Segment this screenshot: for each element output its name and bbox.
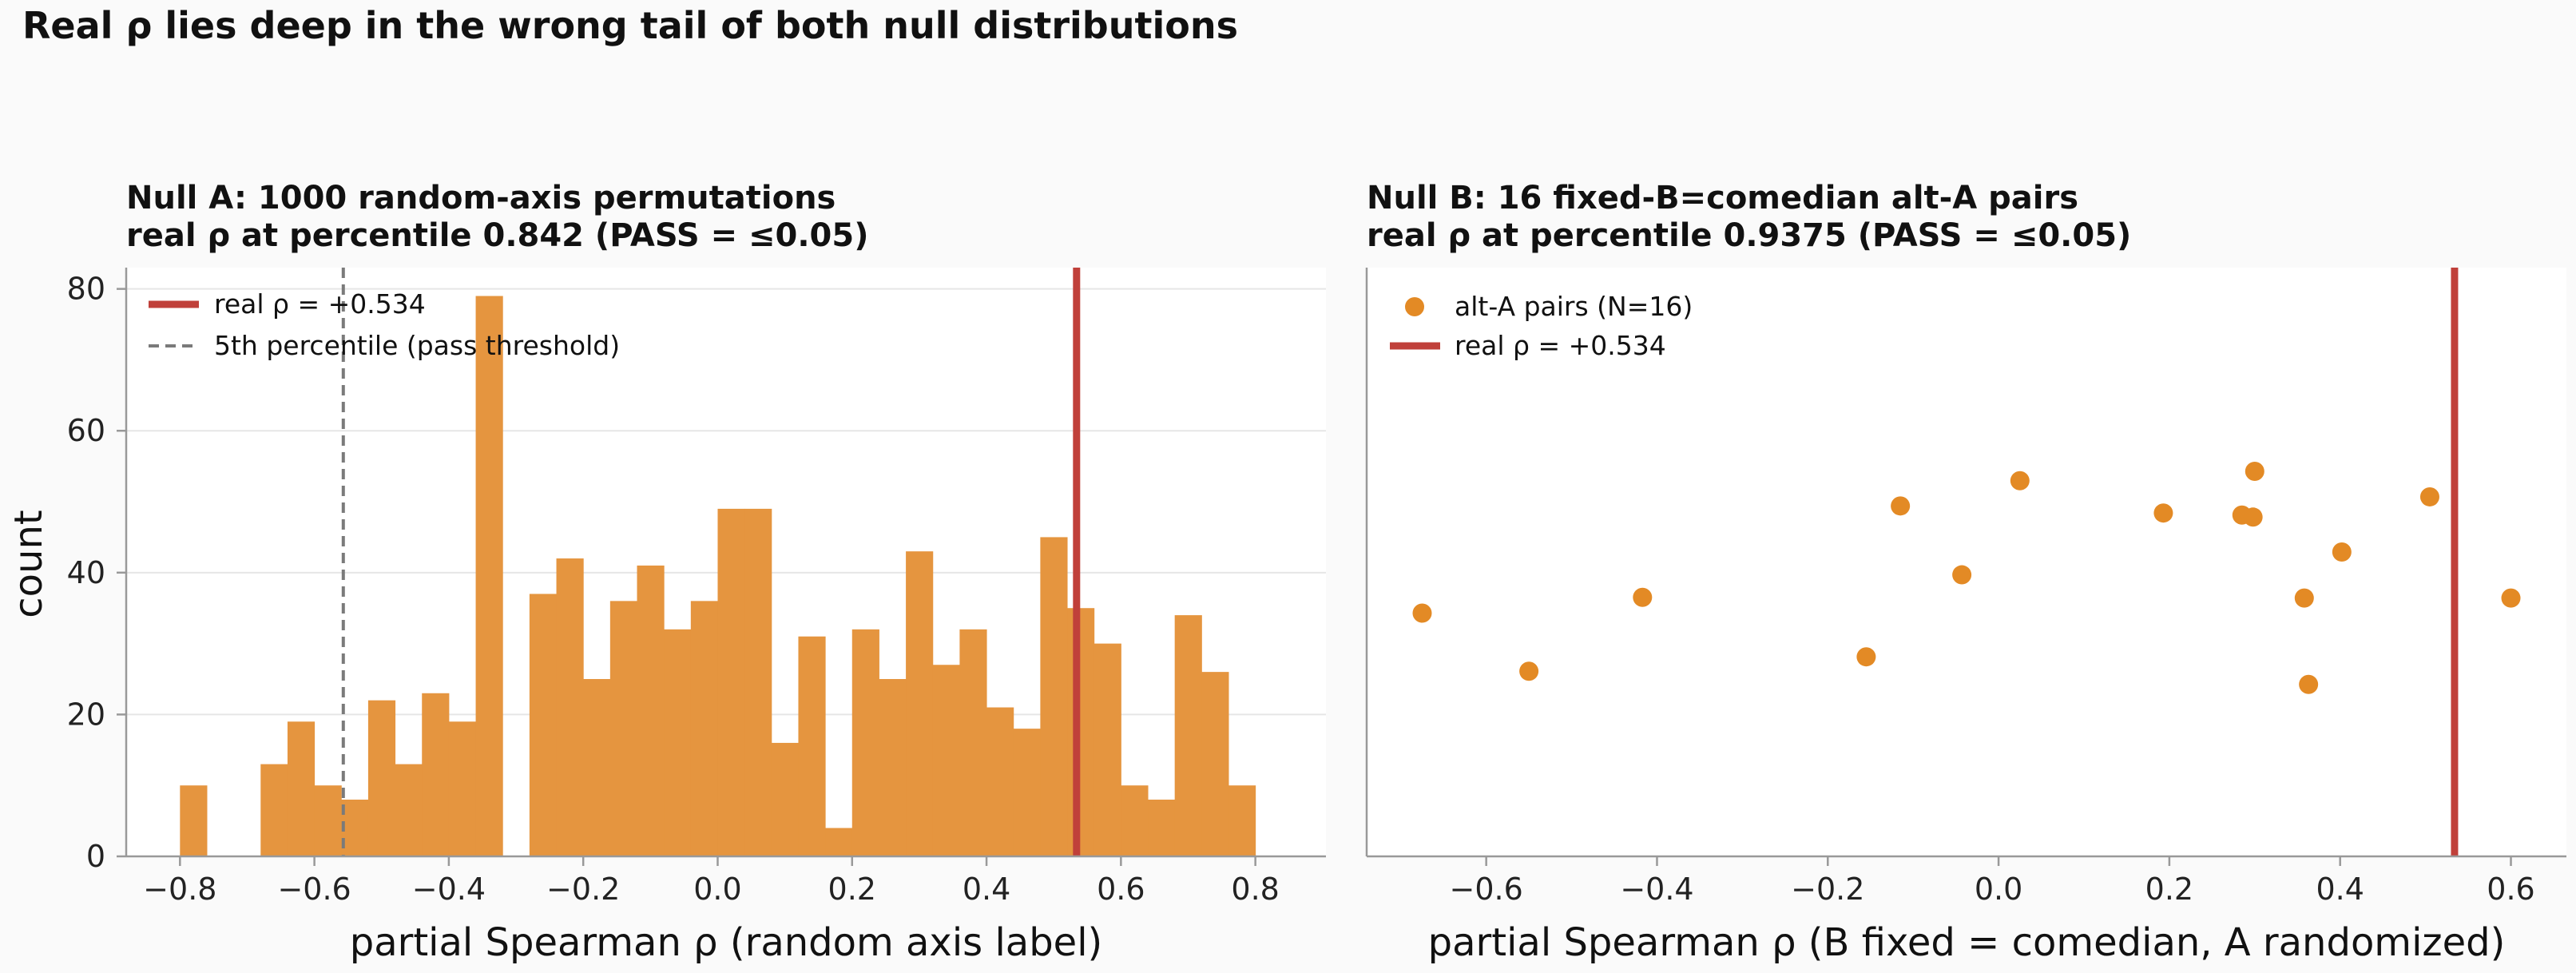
null-b-points — [1412, 462, 2521, 694]
histogram-bar — [395, 764, 423, 856]
null-a-x-axis-label: partial Spearman ρ (random axis label) — [350, 920, 1103, 965]
scatter-point — [1952, 565, 1972, 585]
x-tick-label: 0.2 — [828, 872, 876, 907]
histogram-bar — [1121, 785, 1149, 856]
x-tick-label: 0.4 — [963, 872, 1010, 907]
histogram-bar — [1228, 785, 1256, 856]
histogram-bar — [260, 764, 288, 856]
histogram-bar — [959, 629, 987, 856]
x-tick-label: 0.8 — [1231, 872, 1279, 907]
histogram-bar — [609, 601, 638, 856]
scatter-point — [2153, 503, 2173, 523]
histogram-bar — [1148, 799, 1176, 856]
histogram-bar — [906, 551, 934, 856]
null-a-y-axis-label: count — [6, 510, 51, 618]
histogram-bar — [986, 707, 1014, 856]
null-a-y-ticks: 0 20 40 60 80 — [67, 272, 126, 874]
null-b-legend: alt-A pairs (N=16) real ρ = +0.534 — [1390, 291, 1693, 361]
null-b-scatter-panel: Null B: 16 fixed-B=comedian alt-A pairs … — [1365, 180, 2566, 965]
scatter-point — [1633, 587, 1653, 607]
legend-points-swatch — [1405, 297, 1424, 316]
x-tick-label: 0.6 — [1097, 872, 1145, 907]
y-tick-label: 80 — [67, 272, 105, 307]
null-b-title: Null B: 16 fixed-B=comedian alt-A pairs — [1367, 180, 2078, 216]
null-a-title: Null A: 1000 random-axis permutations — [126, 180, 836, 216]
x-tick-label: 0.0 — [693, 872, 741, 907]
histogram-bar — [798, 636, 826, 856]
null-b-x-axis-label: partial Spearman ρ (B fixed = comedian, … — [1428, 920, 2506, 965]
x-tick-label: 0.4 — [2316, 872, 2364, 907]
scatter-point — [1519, 661, 1539, 681]
scatter-point — [2294, 588, 2314, 608]
histogram-bar — [664, 629, 692, 856]
histogram-bar — [1094, 643, 1121, 856]
null-a-bars — [180, 296, 1256, 856]
histogram-bar — [448, 721, 477, 856]
x-tick-label: −0.6 — [1450, 872, 1523, 907]
x-tick-label: −0.4 — [412, 872, 486, 907]
null-b-plot-area — [1367, 268, 2566, 856]
legend-points-label: alt-A pairs (N=16) — [1455, 291, 1693, 322]
histogram-bar — [744, 508, 772, 856]
x-tick-label: −0.2 — [1791, 872, 1864, 907]
scatter-point — [1412, 603, 1432, 623]
histogram-bar — [1067, 608, 1095, 856]
histogram-bar — [932, 665, 960, 856]
figure-title: Real ρ lies deep in the wrong tail of bo… — [22, 4, 1238, 47]
scatter-point — [2332, 542, 2352, 562]
histogram-bar — [825, 828, 853, 856]
histogram-bar — [367, 700, 396, 856]
histogram-bar — [879, 679, 907, 856]
histogram-bar — [529, 594, 558, 856]
x-tick-label: −0.6 — [277, 872, 351, 907]
scatter-point — [2243, 507, 2263, 527]
histogram-bar — [1201, 672, 1229, 856]
legend-real-rho-label: real ρ = +0.534 — [214, 288, 426, 320]
histogram-bar — [341, 799, 369, 856]
histogram-bar — [475, 296, 503, 856]
histogram-bar — [287, 721, 316, 856]
histogram-bar — [771, 742, 799, 856]
histogram-bar — [180, 785, 208, 856]
histogram-bar — [314, 785, 342, 856]
legend-real-rho-label: real ρ = +0.534 — [1455, 330, 1666, 361]
x-tick-label: −0.8 — [143, 872, 216, 907]
histogram-bar — [422, 693, 450, 856]
y-tick-label: 40 — [67, 555, 105, 590]
scatter-point — [2010, 471, 2030, 490]
histogram-bar — [556, 558, 584, 856]
x-tick-label: 0.0 — [1975, 872, 2022, 907]
null-b-subtitle: real ρ at percentile 0.9375 (PASS = ≤0.0… — [1367, 217, 2131, 254]
null-a-histogram-panel: Null A: 1000 random-axis permutations re… — [6, 180, 1326, 965]
y-tick-label: 20 — [67, 697, 105, 732]
y-tick-label: 0 — [86, 839, 105, 874]
histogram-bar — [1013, 729, 1041, 856]
scatter-point — [1891, 496, 1911, 516]
scatter-point — [2419, 486, 2439, 506]
histogram-bar — [851, 629, 879, 856]
scatter-point — [2501, 588, 2521, 608]
y-tick-label: 60 — [67, 413, 105, 448]
null-a-x-ticks: −0.8 −0.6 −0.4 −0.2 0.0 0.2 0.4 0.6 0.8 — [143, 856, 1280, 907]
histogram-bar — [583, 679, 611, 856]
histogram-bar — [690, 601, 718, 856]
null-a-legend: real ρ = +0.534 5th percentile (pass thr… — [149, 288, 620, 361]
null-a-subtitle: real ρ at percentile 0.842 (PASS = ≤0.05… — [126, 217, 869, 254]
histogram-bar — [1174, 615, 1202, 856]
histogram-bar — [717, 508, 745, 856]
scatter-point — [1856, 647, 1876, 667]
x-tick-label: 0.6 — [2487, 872, 2534, 907]
x-tick-label: −0.2 — [546, 872, 620, 907]
scatter-point — [2245, 462, 2264, 481]
scatter-point — [2299, 674, 2319, 694]
legend-threshold-label: 5th percentile (pass threshold) — [214, 330, 620, 361]
x-tick-label: 0.2 — [2145, 872, 2193, 907]
null-b-x-ticks: −0.6 −0.4 −0.2 0.0 0.2 0.4 0.6 — [1450, 856, 2535, 907]
histogram-bar — [1040, 537, 1068, 856]
x-tick-label: −0.4 — [1620, 872, 1693, 907]
histogram-bar — [637, 565, 665, 856]
